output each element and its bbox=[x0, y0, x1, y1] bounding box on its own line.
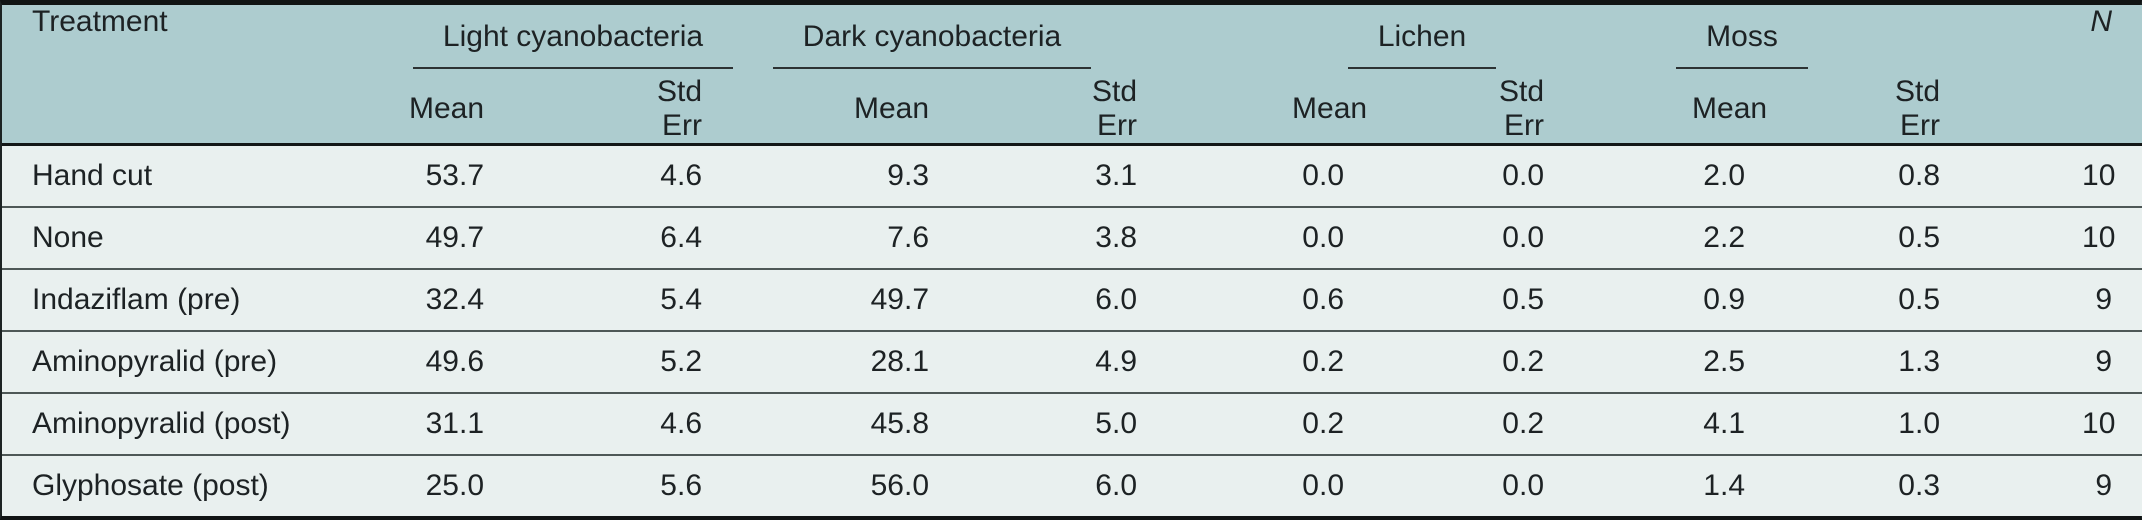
cell-value: 49.6 bbox=[394, 330, 622, 393]
cell-treatment: Aminopyralid (post) bbox=[2, 392, 394, 455]
cell-value: 4.1 bbox=[1692, 392, 1888, 455]
table-row: Aminopyralid (post) 31.1 4.6 45.8 5.0 0.… bbox=[2, 392, 2142, 455]
cell-n: 10 bbox=[2082, 392, 2142, 455]
cell-n: 9 bbox=[2082, 330, 2142, 393]
col-header-lichen-stderr: Std Err bbox=[1482, 75, 1693, 145]
cell-value: 5.2 bbox=[622, 330, 853, 393]
cell-treatment: Aminopyralid (pre) bbox=[2, 330, 394, 393]
group-label: Lichen bbox=[1377, 20, 1467, 53]
table-row: Glyphosate (post) 25.0 5.6 56.0 6.0 0.0 … bbox=[2, 454, 2142, 516]
cell-value: 0.0 bbox=[1292, 454, 1483, 516]
cell-value: 31.1 bbox=[394, 392, 622, 455]
cell-value: 3.1 bbox=[1067, 143, 1293, 207]
column-header-row: Mean Std Err Mean Std Err Mean Std Err M… bbox=[2, 75, 2142, 145]
cell-treatment: Indaziflam (pre) bbox=[2, 268, 394, 331]
data-table: Treatment Light cyanobacteria Dark cyano… bbox=[2, 5, 2142, 516]
spanner-rule bbox=[1347, 67, 1497, 69]
table-row: Hand cut 53.7 4.6 9.3 3.1 0.0 0.0 2.0 0.… bbox=[2, 143, 2142, 207]
group-header-row: Treatment Light cyanobacteria Dark cyano… bbox=[2, 5, 2142, 145]
cell-value: 2.2 bbox=[1692, 206, 1888, 269]
cell-value: 49.7 bbox=[852, 268, 1068, 331]
cell-value: 0.0 bbox=[1482, 143, 1693, 207]
cell-value: 32.4 bbox=[394, 268, 622, 331]
cell-value: 1.0 bbox=[1887, 392, 2083, 455]
cell-value: 0.5 bbox=[1887, 206, 2083, 269]
group-label: Light cyanobacteria bbox=[442, 20, 704, 53]
cell-value: 28.1 bbox=[852, 330, 1068, 393]
col-header-lichen-mean: Mean bbox=[1292, 75, 1483, 145]
cell-value: 0.2 bbox=[1292, 330, 1483, 393]
spanner-rule bbox=[1676, 67, 1808, 69]
cell-value: 0.0 bbox=[1292, 206, 1483, 269]
cell-value: 1.3 bbox=[1887, 330, 2083, 393]
cell-treatment: None bbox=[2, 206, 394, 269]
cell-value: 6.4 bbox=[622, 206, 853, 269]
cell-value: 1.4 bbox=[1692, 454, 1888, 516]
cell-value: 4.6 bbox=[622, 143, 853, 207]
group-header-lichen: Lichen bbox=[1292, 5, 1693, 75]
col-header-dark-mean: Mean bbox=[852, 75, 1068, 145]
table-body: Hand cut 53.7 4.6 9.3 3.1 0.0 0.0 2.0 0.… bbox=[2, 143, 2142, 516]
spanner-rule bbox=[772, 67, 1092, 69]
cell-n: 10 bbox=[2082, 206, 2142, 269]
group-header-light-cyanobacteria: Light cyanobacteria bbox=[394, 5, 853, 75]
cell-value: 2.0 bbox=[1692, 143, 1888, 207]
col-header-moss-stderr: Std Err bbox=[1887, 75, 2083, 145]
cell-value: 53.7 bbox=[394, 143, 622, 207]
cell-value: 5.0 bbox=[1067, 392, 1293, 455]
cell-value: 0.0 bbox=[1482, 454, 1693, 516]
col-header-light-stderr: Std Err bbox=[622, 75, 853, 145]
cell-value: 56.0 bbox=[852, 454, 1068, 516]
group-label: Moss bbox=[1706, 20, 1778, 53]
table-row: Indaziflam (pre) 32.4 5.4 49.7 6.0 0.6 0… bbox=[2, 268, 2142, 331]
cell-value: 5.4 bbox=[622, 268, 853, 331]
cell-value: 0.3 bbox=[1887, 454, 2083, 516]
cell-n: 10 bbox=[2082, 143, 2142, 207]
cell-value: 6.0 bbox=[1067, 454, 1293, 516]
cell-value: 0.9 bbox=[1692, 268, 1888, 331]
cell-value: 9.3 bbox=[852, 143, 1068, 207]
cell-value: 0.2 bbox=[1292, 392, 1483, 455]
cell-value: 0.6 bbox=[1292, 268, 1483, 331]
group-header-moss: Moss bbox=[1676, 5, 2083, 75]
cell-value: 45.8 bbox=[852, 392, 1068, 455]
cell-n: 9 bbox=[2082, 268, 2142, 331]
spanner-rule bbox=[412, 67, 734, 69]
cell-value: 0.5 bbox=[1887, 268, 2083, 331]
col-header-light-mean: Mean bbox=[394, 75, 622, 145]
cell-value: 0.5 bbox=[1482, 268, 1693, 331]
cell-value: 0.2 bbox=[1482, 330, 1693, 393]
cell-value: 5.6 bbox=[622, 454, 853, 516]
table-row: Aminopyralid (pre) 49.6 5.2 28.1 4.9 0.2… bbox=[2, 330, 2142, 393]
cell-value: 49.7 bbox=[394, 206, 622, 269]
cell-value: 4.9 bbox=[1067, 330, 1293, 393]
cell-value: 0.0 bbox=[1292, 143, 1483, 207]
treatment-column-header: Treatment bbox=[2, 5, 394, 145]
group-label: Dark cyanobacteria bbox=[802, 20, 1062, 53]
col-header-dark-stderr: Std Err bbox=[1067, 75, 1293, 145]
table-row: None 49.7 6.4 7.6 3.8 0.0 0.0 2.2 0.5 10 bbox=[2, 206, 2142, 269]
cell-value: 4.6 bbox=[622, 392, 853, 455]
cell-value: 3.8 bbox=[1067, 206, 1293, 269]
cell-n: 9 bbox=[2082, 454, 2142, 516]
cell-value: 0.8 bbox=[1887, 143, 2083, 207]
cell-value: 7.6 bbox=[852, 206, 1068, 269]
cell-value: 0.2 bbox=[1482, 392, 1693, 455]
n-column-header: N bbox=[2082, 5, 2142, 145]
col-header-moss-mean: Mean bbox=[1692, 75, 1888, 145]
table-header: Treatment Light cyanobacteria Dark cyano… bbox=[2, 5, 2142, 145]
cell-value: 25.0 bbox=[394, 454, 622, 516]
group-header-dark-cyanobacteria: Dark cyanobacteria bbox=[772, 5, 1293, 75]
cell-value: 6.0 bbox=[1067, 268, 1293, 331]
cell-treatment: Hand cut bbox=[2, 143, 394, 207]
cell-treatment: Glyphosate (post) bbox=[2, 454, 394, 516]
cell-value: 0.0 bbox=[1482, 206, 1693, 269]
cell-value: 2.5 bbox=[1692, 330, 1888, 393]
